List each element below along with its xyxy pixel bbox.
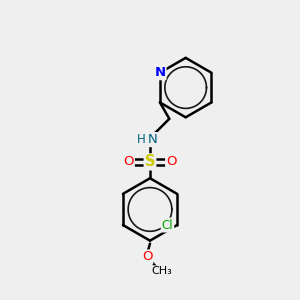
Text: N: N — [148, 133, 157, 146]
Text: Cl: Cl — [162, 218, 173, 232]
Text: S: S — [145, 154, 155, 169]
Text: N: N — [154, 66, 166, 79]
Text: O: O — [166, 155, 177, 168]
Text: O: O — [123, 155, 134, 168]
Text: O: O — [142, 250, 152, 263]
Text: CH₃: CH₃ — [152, 266, 172, 276]
Text: H: H — [137, 133, 146, 146]
